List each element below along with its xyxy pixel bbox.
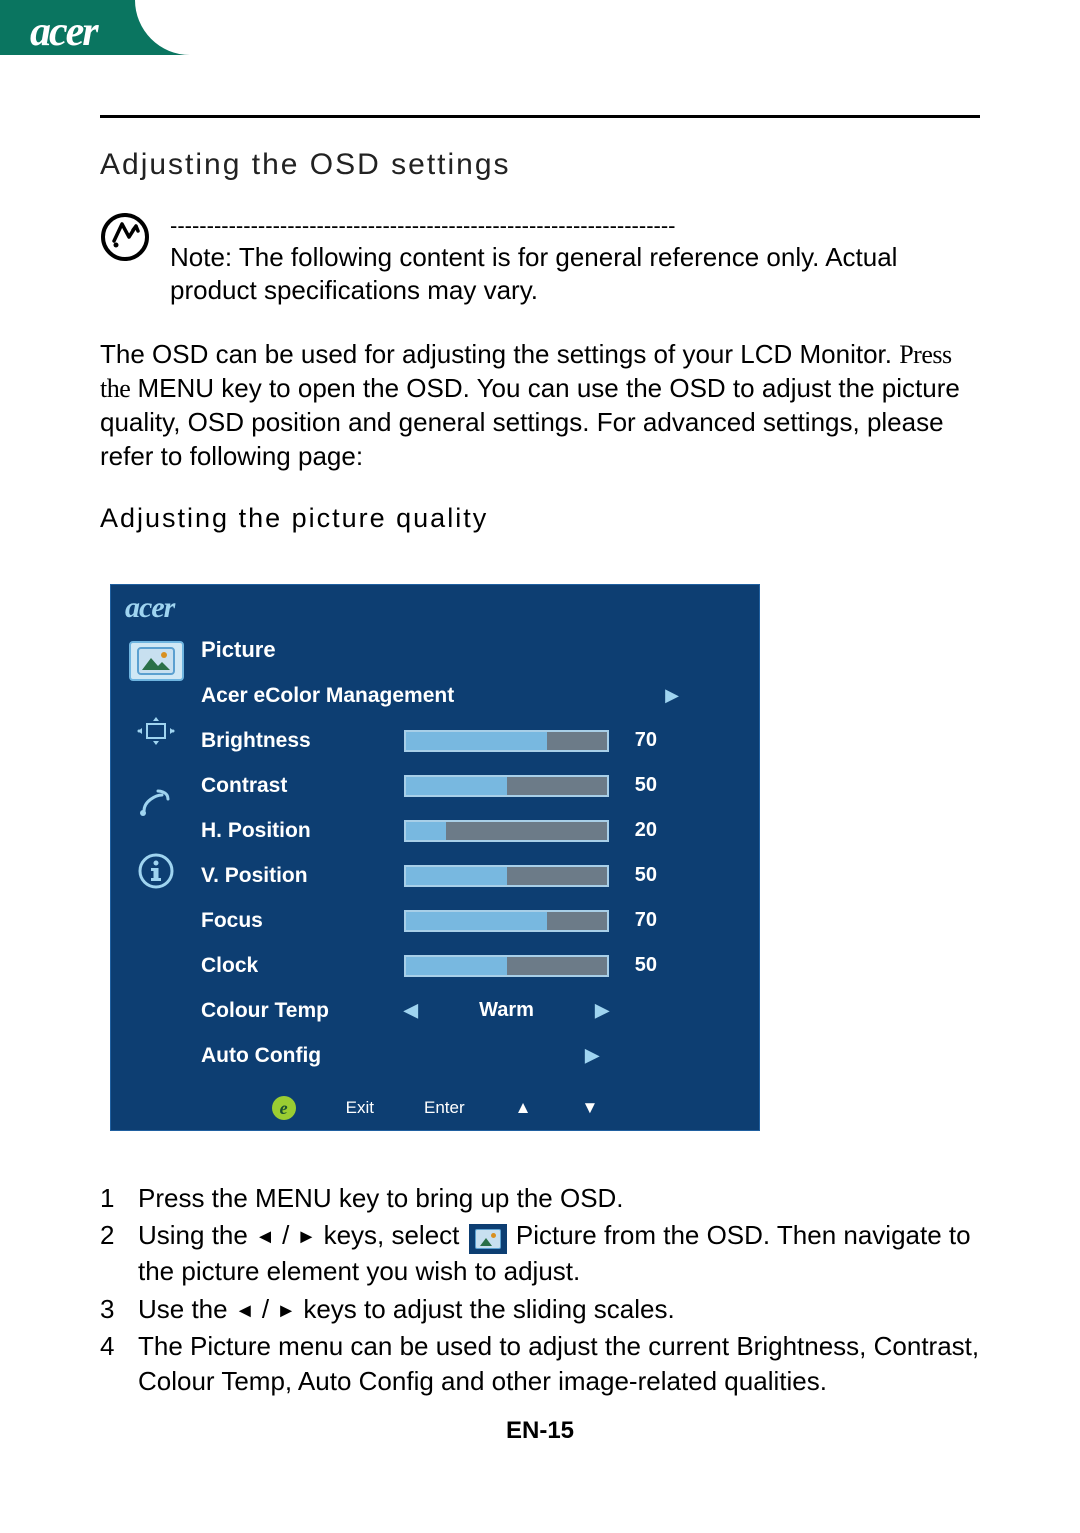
brand-logo: acer [30, 8, 97, 56]
steps-list: 1 Press the MENU key to bring up the OSD… [100, 1181, 980, 1398]
arrow-right-icon[interactable]: ▶ [595, 1000, 609, 1021]
sub-section-title: Adjusting the picture quality [100, 503, 980, 534]
osd-sidebar [111, 631, 201, 1088]
osd-focus-slider[interactable] [404, 910, 609, 932]
slider-fill [406, 732, 547, 750]
osd-row-contrast[interactable]: Contrast 50 [201, 763, 739, 808]
s3b: keys to adjust the sliding scales. [296, 1294, 675, 1324]
osd-clock-value: 50 [617, 954, 657, 977]
osd-vpos-slider[interactable] [404, 865, 609, 887]
osd-footer: e Exit Enter ▲ ▼ [111, 1088, 759, 1130]
note-block: ----------------------------------------… [100, 212, 980, 308]
osd-tab-picture-icon[interactable] [129, 641, 184, 681]
osd-menu-title: Picture [201, 635, 739, 673]
osd-hpos-label: H. Position [201, 819, 396, 843]
osd-vpos-value: 50 [617, 864, 657, 887]
step-text: Using the ◄ / ► keys, select Picture fro… [138, 1218, 980, 1289]
step-item: 4 The Picture menu can be used to adjust… [100, 1329, 980, 1399]
osd-ctemp-label: Colour Temp [201, 999, 396, 1023]
osd-row-ecolor[interactable]: Acer eColor Management ▶ [201, 673, 739, 718]
note-icon [100, 212, 170, 267]
arrow-up-icon[interactable]: ▲ [515, 1098, 532, 1118]
osd-ctemp-selector[interactable]: ◀ Warm ▶ [404, 999, 609, 1022]
osd-hpos-slider[interactable] [404, 820, 609, 842]
arrow-right-icon[interactable]: ▶ [585, 1045, 599, 1066]
osd-contrast-label: Contrast [201, 774, 396, 798]
osd-row-colour-temp[interactable]: Colour Temp ◀ Warm ▶ [201, 988, 739, 1033]
osd-brightness-label: Brightness [201, 729, 396, 753]
slider-fill [406, 822, 446, 840]
step-number: 3 [100, 1292, 120, 1327]
intro-paragraph: The OSD can be used for adjusting the se… [100, 338, 980, 473]
osd-hpos-value: 20 [617, 819, 657, 842]
osd-row-auto-config[interactable]: Auto Config ▶ [201, 1033, 739, 1078]
osd-brand-logo: acer [125, 591, 174, 624]
page-number: EN-15 [100, 1417, 980, 1445]
slider-fill [406, 957, 507, 975]
arrow-left-icon[interactable]: ◀ [404, 1000, 418, 1021]
note-body: Note: The following content is for gener… [170, 241, 980, 309]
manual-header-bar: acer [0, 0, 1080, 55]
osd-ecolor-label: Acer eColor Management [201, 684, 478, 708]
s2b: keys, select [316, 1220, 466, 1250]
arrow-right-icon: ► [297, 1224, 317, 1251]
horizontal-rule [100, 115, 980, 118]
step-item: 1 Press the MENU key to bring up the OSD… [100, 1181, 980, 1216]
osd-brightness-slider[interactable] [404, 730, 609, 752]
osd-clock-slider[interactable] [404, 955, 609, 977]
slider-fill [406, 867, 507, 885]
osd-contrast-slider[interactable] [404, 775, 609, 797]
osd-row-brightness[interactable]: Brightness 70 [201, 718, 739, 763]
page-content: Adjusting the OSD settings -------------… [0, 55, 1080, 1445]
osd-ctemp-value: Warm [479, 999, 534, 1022]
osd-header: acer [111, 585, 759, 631]
osd-main-menu: Picture Acer eColor Management ▶ Brightn… [201, 631, 759, 1088]
step-number: 2 [100, 1218, 120, 1289]
arrow-left-icon: ◄ [235, 1298, 255, 1325]
slider-fill [406, 777, 507, 795]
step-text: Press the MENU key to bring up the OSD. [138, 1181, 980, 1216]
osd-autoconfig-arrow: ▶ [404, 1045, 609, 1066]
note-text-col: ----------------------------------------… [170, 212, 980, 308]
osd-row-focus[interactable]: Focus 70 [201, 898, 739, 943]
osd-row-hpos[interactable]: H. Position 20 [201, 808, 739, 853]
osd-clock-label: Clock [201, 954, 396, 978]
osd-autoconfig-label: Auto Config [201, 1044, 396, 1068]
osd-body: Picture Acer eColor Management ▶ Brightn… [111, 631, 759, 1088]
slider-fill [406, 912, 547, 930]
section-title: Adjusting the OSD settings [100, 148, 980, 182]
step-text: The Picture menu can be used to adjust t… [138, 1329, 980, 1399]
arrow-right-icon: ► [276, 1298, 296, 1325]
osd-footer-exit[interactable]: Exit [346, 1098, 374, 1118]
header-curve [135, 0, 1080, 55]
s2a: Using the [138, 1220, 255, 1250]
osd-brightness-value: 70 [617, 729, 657, 752]
step-text: Use the ◄ / ► keys to adjust the sliding… [138, 1292, 980, 1327]
arrow-right-icon: ▶ [665, 685, 679, 705]
osd-panel: acer Picture Acer eColor M [110, 584, 760, 1131]
s3a: Use the [138, 1294, 235, 1324]
osd-tab-info-icon[interactable] [129, 851, 184, 891]
para-b-rest: MENU key to open the OSD. You can use th… [100, 373, 960, 471]
osd-row-vpos[interactable]: V. Position 50 [201, 853, 739, 898]
step-number: 4 [100, 1329, 120, 1399]
osd-ecolor-arrow: ▶ [486, 685, 691, 706]
picture-icon [469, 1224, 507, 1254]
step-item: 3 Use the ◄ / ► keys to adjust the slidi… [100, 1292, 980, 1327]
note-dashes: ----------------------------------------… [170, 212, 980, 241]
step-item: 2 Using the ◄ / ► keys, select Picture f… [100, 1218, 980, 1289]
arrow-left-icon: ◄ [255, 1224, 275, 1251]
para-a: The OSD can be used for adjusting the se… [100, 339, 899, 369]
osd-tab-position-icon[interactable] [129, 711, 184, 751]
osd-focus-label: Focus [201, 909, 396, 933]
step-number: 1 [100, 1181, 120, 1216]
osd-contrast-value: 50 [617, 774, 657, 797]
osd-tab-settings-icon[interactable] [129, 781, 184, 821]
osd-vpos-label: V. Position [201, 864, 396, 888]
arrow-down-icon[interactable]: ▼ [581, 1098, 598, 1118]
osd-footer-enter[interactable]: Enter [424, 1098, 465, 1118]
empowering-icon[interactable]: e [272, 1096, 296, 1120]
osd-row-clock[interactable]: Clock 50 [201, 943, 739, 988]
osd-focus-value: 70 [617, 909, 657, 932]
